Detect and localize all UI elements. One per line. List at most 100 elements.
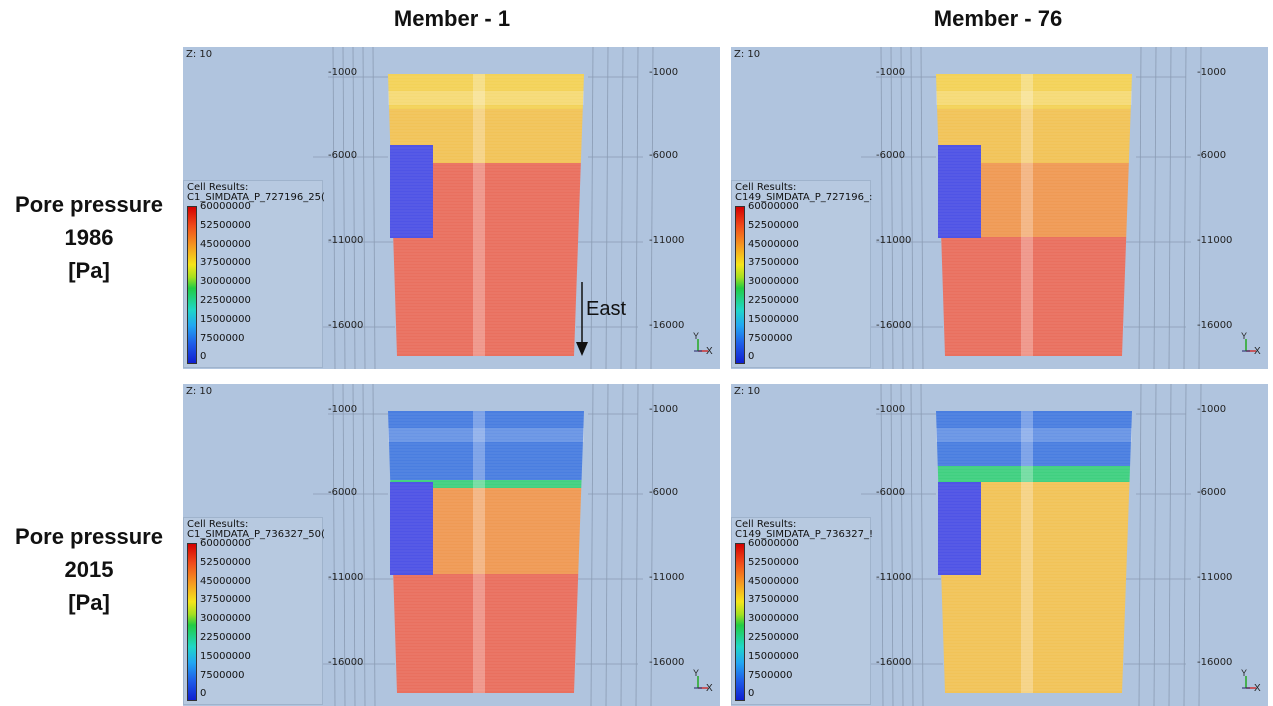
field-layer (938, 163, 1129, 237)
axis-tick-left: -6000 (328, 487, 358, 498)
row-title-1986: Pore pressure 1986 [Pa] (0, 188, 178, 287)
triad-y-label: Y (1241, 668, 1248, 678)
legend-tick-label: 0 (200, 351, 207, 363)
axis-tick-right: -16000 (649, 320, 685, 331)
legend-tick-label: 7500000 (748, 669, 793, 681)
row-title-unit: [Pa] (68, 258, 110, 283)
legend-tick-label: 60000000 (200, 201, 251, 212)
axis-tick-right: -11000 (649, 235, 685, 246)
axis-tick-left: -16000 (876, 320, 912, 331)
axis-tick-left: -1000 (876, 67, 906, 78)
axis-tick-right: -1000 (1197, 67, 1227, 78)
axis-tick-left: -1000 (328, 404, 358, 415)
legend-tick-label: 60000000 (200, 538, 251, 549)
legend-tick-label: 22500000 (200, 295, 251, 306)
vertical-band (1021, 74, 1033, 356)
legend-tick-label: 15000000 (200, 313, 251, 325)
legend-title-line: Cell Results: (735, 182, 797, 193)
axis-tick-right: -11000 (1197, 572, 1233, 583)
axis-tick-right: -16000 (649, 657, 685, 668)
low-pressure-block (390, 482, 433, 575)
legend-tick-label: 52500000 (748, 219, 799, 231)
axis-tick-right: -16000 (1197, 657, 1233, 668)
legend-tick-label: 37500000 (200, 257, 251, 269)
viewport-1986-member-1[interactable]: Z: 10 -1000 -1000 -6000 -6000 -11000 -11000 -16… (183, 47, 720, 369)
legend-tick-label: 7500000 (200, 332, 245, 344)
triad-x-label: X (706, 346, 713, 357)
pressure-field (388, 411, 584, 693)
z-slice-label: Z: 10 (734, 386, 761, 397)
legend-title-line: Cell Results: (735, 519, 797, 530)
axis-tick-right: -11000 (649, 572, 685, 583)
grid-canvas (861, 384, 1202, 706)
color-legend: Cell Results: C1_SIMDATA_P_727196_25(6000… (183, 180, 325, 368)
legend-tick-label: 30000000 (200, 276, 251, 288)
z-slice-label: Z: 10 (734, 49, 761, 60)
viewport-1986-member-76[interactable]: Z: 10 -1000 -1000 -6000 -6000 -11000 -11000 -16… (731, 47, 1268, 369)
legend-title: Cell Results: C1_SIMDATA_P_736327_50( (187, 520, 325, 540)
background-grid (861, 47, 1202, 369)
color-legend: Cell Results: C149_SIMDATA_P_727196_: 6000… (731, 180, 872, 368)
axis-tick-right: -1000 (1197, 404, 1227, 415)
axis-tick-left: -16000 (876, 657, 912, 668)
legend-color-bar (735, 206, 745, 364)
legend-tick-label: 0 (200, 688, 207, 700)
legend-tick-label: 37500000 (748, 594, 799, 606)
triad-x-label: X (1254, 683, 1261, 694)
field-layer (936, 74, 1132, 109)
legend-title: Cell Results: C1_SIMDATA_P_727196_25( (187, 183, 325, 203)
axis-tick-left: -6000 (876, 487, 906, 498)
east-label: East (586, 298, 627, 320)
low-pressure-block (390, 145, 433, 238)
low-pressure-block (938, 482, 981, 575)
legend-tick-label: 22500000 (748, 295, 799, 306)
field-layer (390, 488, 582, 574)
row-title-year: 1986 (64, 225, 114, 250)
legend-tick-label: 30000000 (748, 276, 799, 288)
legend-tick-label: 15000000 (748, 650, 799, 662)
low-pressure-block (938, 145, 981, 238)
z-slice-label: Z: 10 (186, 49, 213, 60)
legend-color-bar (187, 206, 197, 364)
field-layer (937, 109, 1131, 163)
triad-y-label: Y (693, 668, 700, 678)
legend-title: Cell Results: C149_SIMDATA_P_727196_: (735, 183, 872, 203)
background-grid (861, 384, 1202, 706)
legend-tick-label: 45000000 (748, 575, 799, 587)
column-title-member-1: Member - 1 (393, 6, 511, 31)
legend-tick-label: 0 (748, 688, 755, 700)
field-layer (938, 482, 1130, 693)
legend-tick-label: 7500000 (748, 332, 793, 344)
field-layer (388, 411, 584, 480)
legend-tick-label: 22500000 (748, 632, 799, 643)
z-slice-label: Z: 10 (186, 386, 213, 397)
color-legend: Cell Results: C149_SIMDATA_P_736327_! 6000… (731, 517, 873, 705)
viewport-2015-member-1[interactable]: Z: 10 -1000 -1000 -6000 -6000 -11000 -11000 -16… (183, 384, 720, 706)
axis-tick-right: -11000 (1197, 235, 1233, 246)
vertical-band (473, 411, 485, 693)
field-layer (388, 74, 584, 109)
axis-tick-right: -1000 (649, 67, 679, 78)
axis-tick-left: -16000 (328, 657, 364, 668)
axis-tick-right: -1000 (649, 404, 679, 415)
legend-tick-label: 15000000 (748, 313, 799, 325)
legend-tick-label: 52500000 (200, 556, 251, 568)
axis-tick-left: -6000 (876, 150, 906, 161)
triad-x-label: X (706, 683, 713, 694)
legend-color-bar (187, 543, 197, 701)
legend-tick-label: 7500000 (200, 669, 245, 681)
color-legend: Cell Results: C1_SIMDATA_P_736327_50(6000… (183, 517, 325, 705)
pressure-field (936, 74, 1132, 356)
background-grid (313, 384, 654, 706)
field-layer (936, 411, 1132, 466)
triad-x-label: X (1254, 346, 1261, 357)
viewport-2015-member-76[interactable]: Z: 10 -1000 -1000 -6000 -6000 -11000 -11000 -16… (731, 384, 1268, 706)
triad-y-label: Y (693, 331, 700, 341)
vertical-band (473, 74, 485, 356)
axis-tick-left: -1000 (876, 404, 906, 415)
axis-tick-left: -16000 (328, 320, 364, 331)
axis-tick-right: -6000 (1197, 487, 1227, 498)
axis-tick-left: -1000 (328, 67, 358, 78)
